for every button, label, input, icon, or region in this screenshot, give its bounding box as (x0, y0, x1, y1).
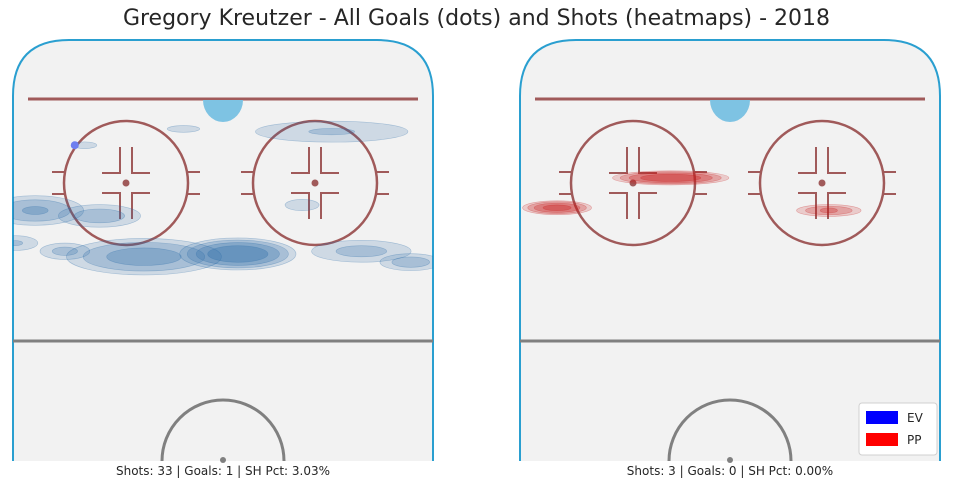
shot-density-contour (82, 242, 206, 272)
right-panel-caption: Shots: 3 | Goals: 0 | SH Pct: 0.00% (626, 464, 834, 478)
faceoff-hashmarks (52, 147, 200, 219)
rink-panel-right (519, 39, 941, 463)
shot-density-contour (819, 207, 838, 214)
shot-density-contour (619, 171, 722, 185)
legend-label-pp: PP (907, 433, 921, 447)
shot-density-contour (22, 206, 49, 215)
faceoff-dot (311, 179, 319, 187)
rink-boards (12, 39, 434, 461)
shot-density-contour (612, 170, 730, 186)
shot-density-contour (207, 245, 269, 263)
faceoff-circle (758, 119, 886, 247)
legend: EV PP (858, 402, 938, 456)
legend-swatch-ev (866, 411, 898, 424)
faceoff-circle (251, 119, 379, 247)
rink-panel-left (12, 39, 434, 463)
center-dot (220, 457, 226, 463)
shot-density-contour (195, 242, 280, 266)
shot-density-contour (542, 204, 572, 211)
faceoff-circle (569, 119, 697, 247)
shot-density-contour (533, 202, 581, 213)
shot-density-contour (527, 201, 587, 214)
faceoff-dot (122, 179, 130, 187)
faceoff-hashmarks (559, 147, 707, 219)
legend-label-ev: EV (907, 411, 924, 425)
shot-density-contour (522, 200, 592, 216)
left-panel-caption: Shots: 33 | Goals: 1 | SH Pct: 3.03% (115, 464, 331, 478)
shot-density-contour (255, 120, 409, 143)
shot-density-contour (186, 239, 289, 269)
shot-density-contour (106, 247, 182, 266)
goal-crease (203, 100, 243, 122)
faceoff-hashmarks (241, 147, 389, 219)
shot-density-contour (628, 172, 713, 184)
shot-density-contour (58, 204, 141, 228)
shot-density-contour (13, 240, 23, 246)
shot-density-contour (284, 199, 320, 211)
shot-density-contour (391, 256, 430, 268)
center-dot (727, 457, 733, 463)
shot-density-contour (13, 199, 71, 222)
rink-boards (519, 39, 941, 461)
goal-dot (70, 141, 79, 150)
shot-density-contour (640, 173, 702, 182)
faceoff-circle (62, 119, 190, 247)
shot-density-contour (39, 242, 91, 260)
shot-density-contour (379, 253, 433, 271)
chart-title: Gregory Kreutzer - All Goals (dots) and … (122, 6, 831, 31)
center-circle (667, 398, 793, 462)
shot-density-contour (335, 245, 387, 258)
shot-density-contour (51, 246, 78, 256)
shot-density-contour (73, 208, 125, 224)
legend-box (858, 402, 938, 456)
shot-density-contour (66, 238, 222, 276)
shot-density-contour (166, 125, 201, 133)
faceoff-dot (629, 179, 637, 187)
shot-density-contour (179, 237, 297, 271)
faceoff-hashmarks (748, 147, 896, 219)
center-circle (160, 398, 286, 462)
shot-density-contour (796, 204, 862, 217)
shot-density-contour (308, 128, 355, 136)
shot-heatmap (13, 120, 433, 276)
faceoff-dot (818, 179, 826, 187)
shot-density-contour (805, 205, 853, 216)
shot-heatmap (522, 170, 862, 217)
legend-swatch-pp (866, 433, 898, 446)
shot-density-contour (311, 240, 412, 263)
goal-crease (710, 100, 750, 122)
shot-density-contour (13, 195, 84, 226)
shot-density-contour (13, 235, 39, 251)
